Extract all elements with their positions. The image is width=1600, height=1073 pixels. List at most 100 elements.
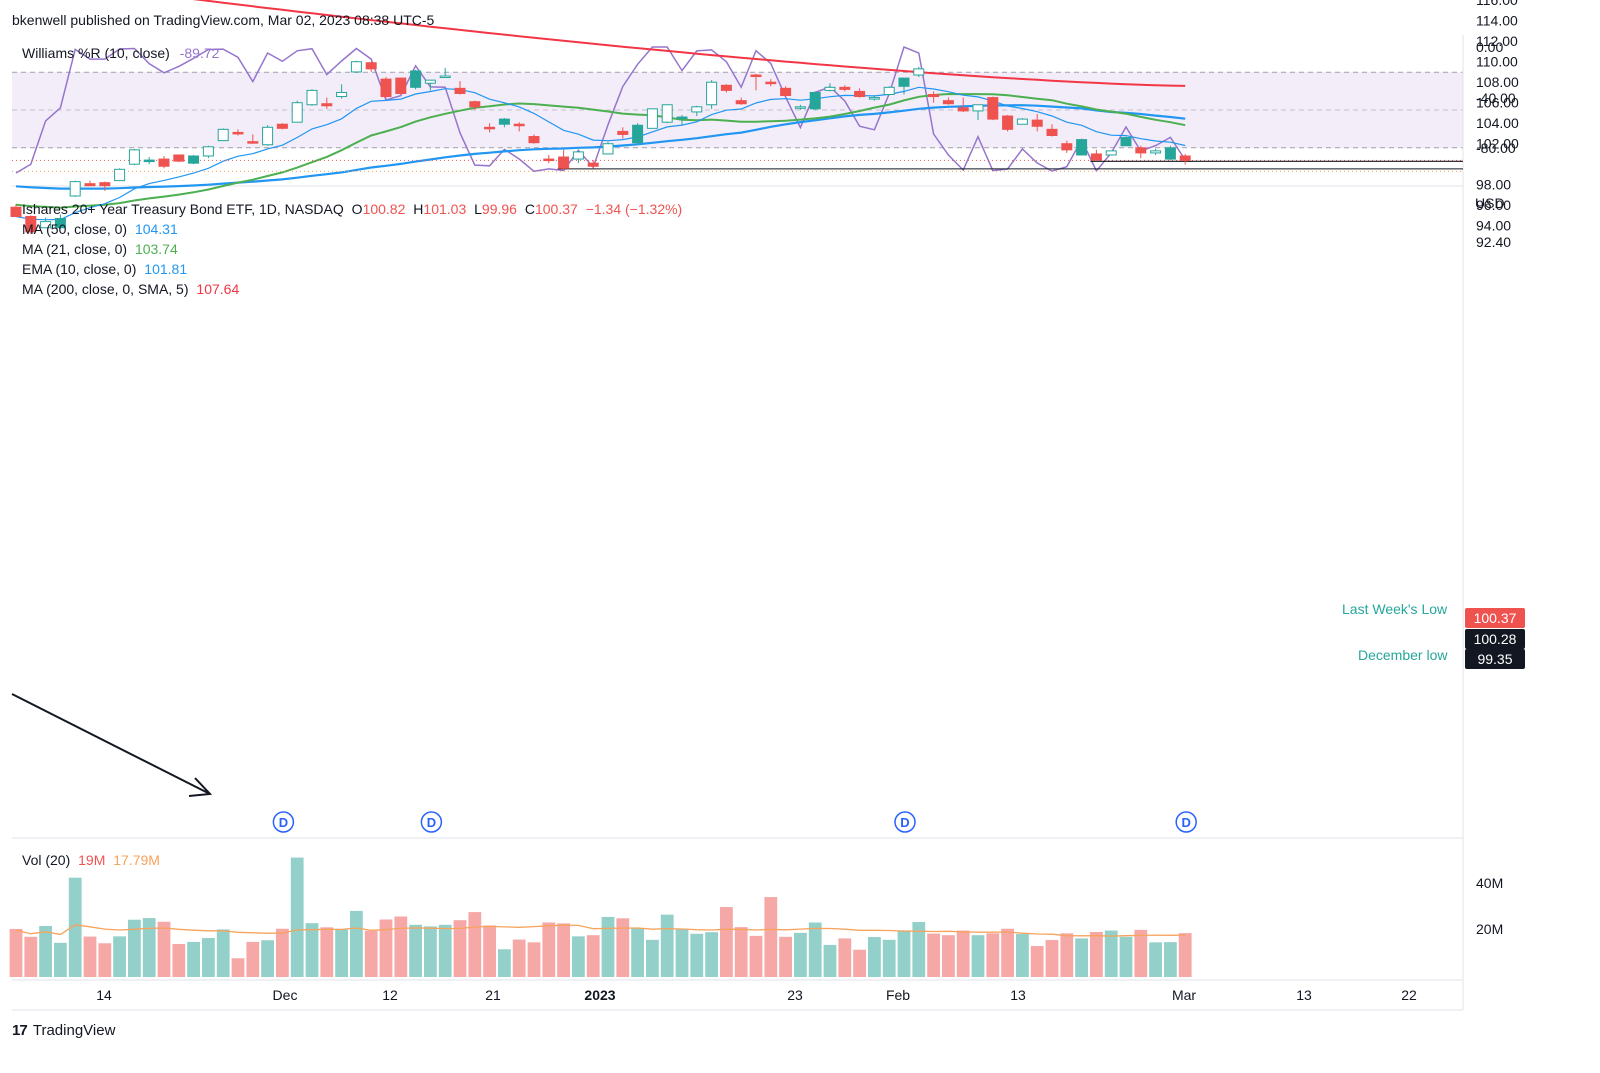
volume-bar <box>1164 942 1177 977</box>
change-value: −1.34 (−1.32%) <box>585 201 683 217</box>
volume-legend[interactable]: Vol (20) 19M 17.79M <box>22 852 160 868</box>
ma21-value: 103.74 <box>134 241 178 257</box>
ma50-label: MA (50, close, 0) <box>22 221 128 237</box>
candle-body <box>114 168 126 182</box>
candle-body <box>632 124 644 144</box>
candle-body <box>188 155 200 164</box>
candle-body <box>173 154 185 162</box>
dividend-marker-icon[interactable]: D <box>272 811 295 833</box>
williams-r-label: Williams %R (10, close) <box>22 45 170 61</box>
volume-bar <box>512 939 526 977</box>
candle-body <box>321 103 333 107</box>
time-tick-label: Dec <box>273 987 298 1003</box>
williams-r-legend[interactable]: Williams %R (10, close) -89.72 <box>22 45 219 61</box>
price-tick-label: 108.00 <box>1476 74 1519 90</box>
chart-frame <box>12 35 1464 1011</box>
volume-bar <box>483 925 496 977</box>
time-tick-label: Feb <box>886 987 910 1003</box>
volume-bar <box>794 932 807 977</box>
dividend-marker-icon[interactable]: D <box>894 811 916 833</box>
volume-pane[interactable] <box>9 857 1192 977</box>
volume-bar <box>468 912 482 977</box>
dividend-marker-icon[interactable]: D <box>1175 811 1197 833</box>
candle-body <box>1061 143 1073 151</box>
volume-bar <box>734 927 748 977</box>
volume-bar <box>1075 938 1088 977</box>
volume-tick-label: 40M <box>1476 875 1503 891</box>
ma21-legend[interactable]: MA (21, close, 0) 103.74 <box>22 241 178 257</box>
volume-label: Vol (20) <box>22 852 71 868</box>
volume-bar <box>83 936 97 977</box>
candle-body <box>143 159 155 163</box>
volume-bar <box>1104 930 1118 977</box>
volume-bar <box>749 935 763 977</box>
price-tick-label: 92.40 <box>1476 234 1511 250</box>
candle-body <box>69 181 81 197</box>
volume-bar <box>1134 929 1148 977</box>
volume-ma-value: 17.79M <box>113 852 160 868</box>
candle-body <box>262 126 274 146</box>
dividend-marker-icon[interactable]: D <box>420 811 443 833</box>
symbol-legend[interactable]: Ishares 20+ Year Treasury Bond ETF, 1D, … <box>22 201 682 217</box>
candle-body <box>306 89 318 106</box>
time-tick-label: 13 <box>1296 987 1312 1003</box>
candle-body <box>898 77 910 87</box>
volume-bar <box>956 930 970 977</box>
time-tick-label: 12 <box>382 987 398 1003</box>
ma200-value: 107.64 <box>196 281 240 297</box>
candle-body <box>40 221 52 229</box>
time-tick-label: 23 <box>787 987 803 1003</box>
volume-bar <box>157 921 171 977</box>
candle-body <box>217 128 229 142</box>
williams-r-value: -89.72 <box>179 45 220 61</box>
volume-bar <box>646 939 659 977</box>
volume-bar <box>897 930 911 977</box>
dividend-circle <box>272 811 295 833</box>
candle-body <box>765 81 777 85</box>
ema10-legend[interactable]: EMA (10, close, 0) 101.81 <box>22 261 187 277</box>
volume-bar <box>720 907 733 977</box>
candle-body <box>395 77 407 94</box>
candle-body <box>380 78 392 98</box>
candle-body <box>794 106 806 109</box>
volume-bar <box>1060 933 1074 977</box>
volume-bar <box>246 941 260 977</box>
ma50-legend[interactable]: MA (50, close, 0) 104.31 <box>22 221 178 237</box>
candle-body <box>513 123 525 127</box>
volume-bar <box>927 933 940 977</box>
candle-body <box>854 90 866 98</box>
candle-body <box>1016 118 1028 125</box>
candle-body <box>1179 155 1191 161</box>
ma200-legend[interactable]: MA (200, close, 0, SMA, 5) 107.64 <box>22 281 239 297</box>
volume-bar <box>24 936 38 977</box>
williams-r-tick-label: -80.00 <box>1476 140 1516 156</box>
tradingview-logo[interactable]: 17 TradingView <box>12 1022 115 1039</box>
volume-bar <box>305 923 319 977</box>
december-low-annotation: December low <box>1358 647 1448 663</box>
tradingview-logo-icon: 17 <box>12 1022 28 1039</box>
candle-body <box>972 104 984 112</box>
candle-body <box>410 70 422 88</box>
volume-bar <box>660 914 674 977</box>
volume-bar <box>350 910 363 977</box>
candle-body <box>661 104 673 123</box>
candle-body <box>942 100 954 105</box>
last-week-low-badge: 100.28 <box>1474 631 1517 647</box>
volume-bar <box>1149 942 1162 977</box>
price-tick-label: 94.00 <box>1476 218 1511 234</box>
candle-body <box>84 183 96 187</box>
volume-bar <box>1178 933 1192 977</box>
volume-bar <box>601 916 615 977</box>
candle-body <box>528 136 540 144</box>
candle-body <box>543 158 555 162</box>
volume-bar <box>572 936 585 977</box>
volume-bar <box>231 958 245 977</box>
volume-ma-line <box>15 924 1186 937</box>
candle-body <box>454 87 466 94</box>
dividend-label: D <box>427 815 436 830</box>
ma21-label: MA (21, close, 0) <box>22 241 128 257</box>
axes: 0.00-40.00-80.00120.00118.00116.00114.00… <box>96 0 1525 1003</box>
volume-bar <box>438 924 452 977</box>
